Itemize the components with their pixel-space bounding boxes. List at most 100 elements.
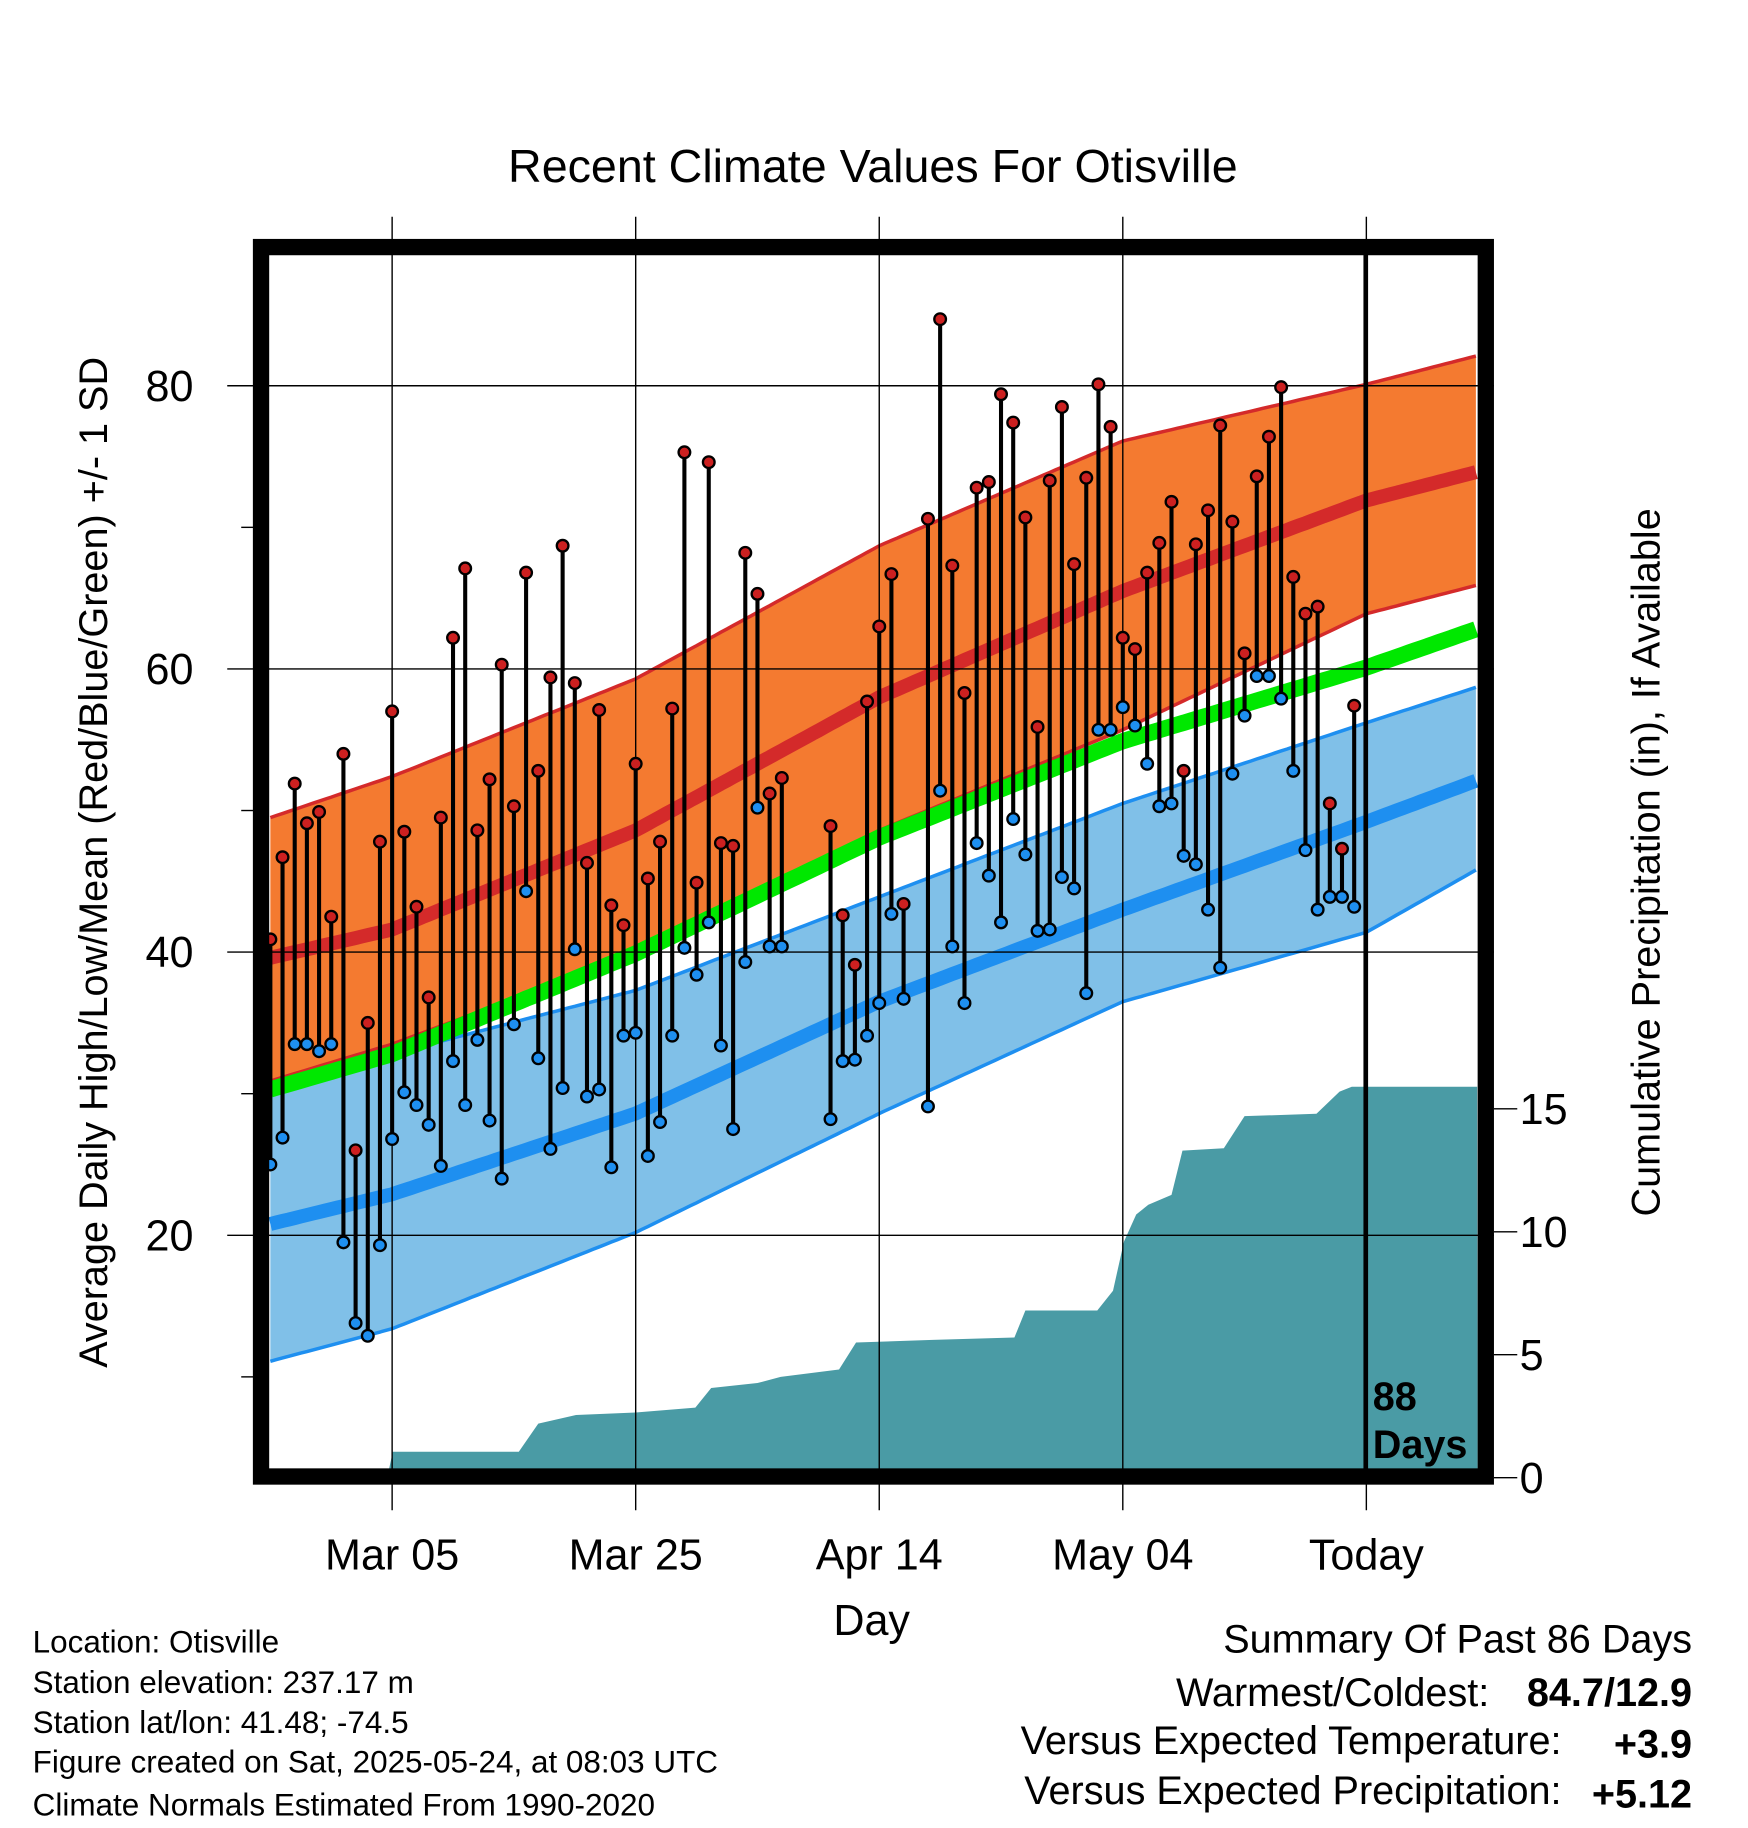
- low-point: [726, 1122, 741, 1137]
- high-point: [604, 898, 619, 913]
- high-point: [713, 836, 728, 851]
- summary-temp-label: Versus Expected Temperature:: [1021, 1719, 1562, 1763]
- high-point: [677, 445, 692, 460]
- low-point: [275, 1130, 290, 1145]
- low-point: [1347, 899, 1362, 914]
- high-point: [1213, 418, 1228, 433]
- high-point: [397, 824, 412, 839]
- low-point: [299, 1037, 314, 1052]
- y2-tick-label: 10: [1520, 1209, 1568, 1257]
- low-point: [604, 1160, 619, 1175]
- high-point: [1054, 400, 1069, 414]
- high-point: [994, 387, 1009, 402]
- high-point: [470, 823, 485, 838]
- low-point: [433, 1158, 448, 1173]
- low-point: [701, 915, 716, 930]
- high-point: [945, 558, 960, 573]
- high-point: [1335, 841, 1349, 856]
- low-point: [1067, 881, 1082, 896]
- low-point: [896, 991, 911, 1006]
- high-point: [1310, 599, 1325, 614]
- high-point: [1018, 510, 1033, 525]
- high-point: [1298, 606, 1313, 621]
- low-point: [1030, 923, 1045, 938]
- high-point: [324, 909, 339, 924]
- axes: 20 40 60 80 0 5 10 15 Mar 05 Mar 25 Apr 14 May 04 To…: [145, 363, 1567, 1580]
- high-point: [616, 918, 631, 933]
- info-created: Figure created on Sat, 2025-05-24, at 08…: [33, 1745, 718, 1780]
- low-point: [1054, 870, 1069, 885]
- low-point: [494, 1171, 509, 1186]
- low-point: [884, 906, 899, 921]
- high-point: [409, 899, 424, 914]
- low-point: [1176, 848, 1191, 863]
- high-point: [1347, 698, 1362, 713]
- low-point: [592, 1082, 607, 1097]
- low-point: [1103, 722, 1118, 737]
- low-point: [360, 1328, 375, 1343]
- low-point: [372, 1238, 387, 1253]
- low-point: [1225, 766, 1240, 781]
- high-point: [1152, 535, 1167, 550]
- low-point: [835, 1054, 850, 1069]
- high-point: [1201, 503, 1216, 518]
- high-point: [275, 850, 290, 865]
- y-tick-label: 20: [145, 1212, 193, 1260]
- low-point: [628, 1025, 643, 1040]
- high-point: [640, 871, 655, 886]
- low-point: [409, 1098, 424, 1113]
- high-point: [592, 702, 607, 717]
- high-point: [701, 455, 716, 470]
- high-point: [1079, 470, 1094, 485]
- high-point: [458, 561, 473, 576]
- low-point: [665, 1028, 680, 1043]
- high-point: [287, 776, 302, 791]
- high-point: [933, 312, 948, 327]
- summary-warm-cold-value: 84.7/12.9: [1527, 1671, 1692, 1715]
- high-point: [579, 855, 594, 870]
- x-tick-label: Mar 05: [325, 1532, 459, 1580]
- info-elevation: Station elevation: 237.17 m: [33, 1665, 414, 1700]
- low-point: [713, 1038, 728, 1053]
- low-point: [348, 1316, 363, 1331]
- high-point: [336, 746, 351, 761]
- low-point: [1213, 960, 1228, 975]
- low-point: [519, 884, 534, 899]
- high-point: [738, 545, 753, 560]
- low-point: [1322, 889, 1337, 904]
- low-point: [1274, 691, 1289, 706]
- low-point: [543, 1141, 558, 1156]
- high-point: [1164, 494, 1179, 509]
- high-point: [372, 834, 387, 849]
- high-point: [348, 1143, 363, 1158]
- low-point: [933, 783, 948, 798]
- low-point: [1018, 847, 1033, 862]
- low-point: [385, 1132, 400, 1146]
- x-tick-label: Mar 25: [569, 1532, 703, 1580]
- low-point: [738, 955, 753, 970]
- normal-mean-line: [267, 621, 1479, 1098]
- y-axis-label: Average Daily High/Low/Mean (Red/Blue/Gr…: [72, 357, 116, 1368]
- high-point: [312, 804, 327, 819]
- low-point: [981, 868, 996, 883]
- low-point: [1127, 718, 1142, 733]
- y2-tick-label: 15: [1520, 1086, 1568, 1134]
- y2-axis-label: Cumulative Precipitation (in), If Availa…: [1624, 508, 1668, 1216]
- x-tick-label: May 04: [1052, 1532, 1193, 1580]
- high-sd-band: [270, 356, 1476, 1081]
- low-point: [579, 1089, 594, 1104]
- low-point: [1286, 763, 1301, 778]
- today-days-label-2: Days: [1373, 1423, 1468, 1467]
- high-point: [1091, 377, 1106, 392]
- high-point: [689, 875, 704, 890]
- info-location: Location: Otisville: [33, 1624, 280, 1659]
- high-point: [1115, 630, 1130, 645]
- low-point: [920, 1099, 935, 1114]
- low-point: [531, 1051, 546, 1066]
- low-point: [994, 915, 1009, 930]
- low-point: [945, 939, 960, 954]
- low-point: [482, 1113, 497, 1128]
- plot-frame: [252, 238, 1494, 1485]
- high-point: [628, 756, 643, 771]
